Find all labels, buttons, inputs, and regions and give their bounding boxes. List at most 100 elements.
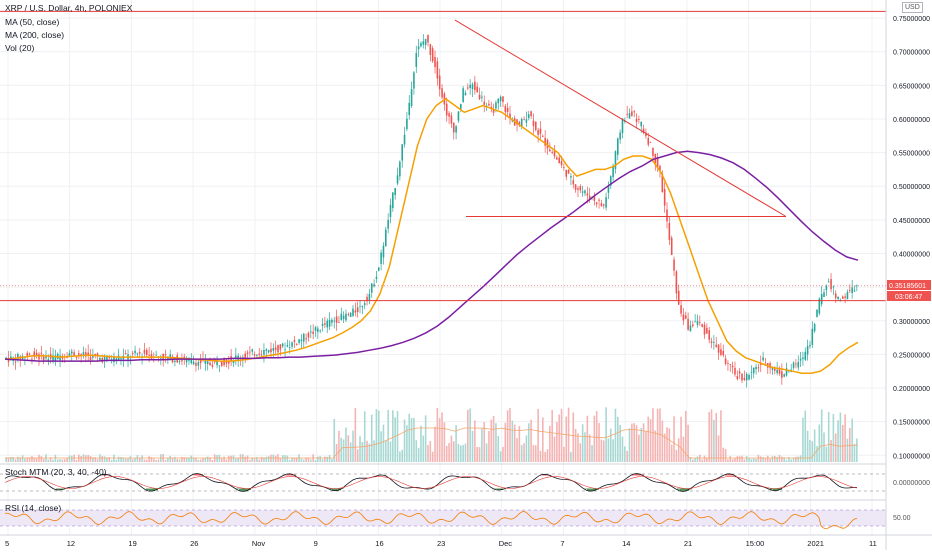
volume-bar <box>533 445 535 462</box>
volume-bar <box>554 437 556 462</box>
legend-ma50[interactable]: MA (50, close) <box>5 17 59 27</box>
volume-bar <box>303 460 305 462</box>
volume-bar <box>678 438 680 462</box>
stoch-oversold-fill <box>239 489 242 491</box>
candle-body <box>467 88 469 89</box>
candle-body <box>282 344 284 347</box>
volume-bar <box>622 437 624 462</box>
volume-bar <box>715 413 717 462</box>
volume-bar <box>322 459 324 462</box>
x-tick-label: 15:00 <box>746 539 765 548</box>
price-axis[interactable]: 0.750000000.700000000.650000000.60000000… <box>893 16 930 460</box>
volume-bar <box>364 411 366 462</box>
candle-body <box>706 328 708 334</box>
volume-bar <box>315 460 317 462</box>
volume-bar <box>165 460 167 462</box>
volume-bar <box>643 423 645 462</box>
volume-bar <box>411 418 413 462</box>
candle-body <box>830 279 832 289</box>
volume-bar <box>765 458 767 462</box>
volume-bar <box>490 420 492 462</box>
candle-body <box>312 332 314 334</box>
volume-bar <box>401 450 403 462</box>
candle-body <box>441 88 443 97</box>
candle-body <box>828 282 830 283</box>
candle-body <box>193 362 195 364</box>
volume-bar <box>526 435 528 462</box>
volume-bar <box>587 416 589 462</box>
volume-bar <box>772 456 774 462</box>
candle-body <box>605 197 607 207</box>
candle-body <box>322 324 324 326</box>
stoch-signal-line <box>5 477 857 489</box>
candle-body <box>556 158 558 160</box>
candle-body <box>76 357 78 358</box>
volume-bar <box>673 416 675 462</box>
candle-body <box>594 197 596 201</box>
candle-body <box>401 144 403 160</box>
volume-bar <box>430 441 432 462</box>
volume-bar <box>680 417 682 462</box>
y-tick-label: 0.65000000 <box>893 83 930 90</box>
candle-body <box>324 323 326 324</box>
candle-body <box>502 96 504 102</box>
candle-body <box>357 307 359 312</box>
volume-bar <box>819 425 821 462</box>
candle-body <box>802 357 804 358</box>
candle-body <box>554 151 556 156</box>
candle-body <box>500 97 502 101</box>
y-tick-label: 0.70000000 <box>893 50 930 57</box>
currency-badge[interactable]: USD <box>902 2 923 13</box>
candle-body <box>570 176 572 177</box>
volume-bar <box>591 445 593 462</box>
volume-bar <box>319 456 321 462</box>
volume-bar <box>734 458 736 462</box>
legend-ma200[interactable]: MA (200, close) <box>5 30 64 40</box>
candle-body <box>678 291 680 305</box>
volume-bar <box>826 447 828 462</box>
candle-body <box>507 108 509 112</box>
volume-bar <box>800 455 802 462</box>
candle-body <box>137 354 139 355</box>
volume-bar <box>453 441 455 462</box>
volume-bar <box>847 439 849 462</box>
candle-body <box>669 223 671 240</box>
candle-body <box>125 353 127 354</box>
volume-bar <box>580 443 582 462</box>
symbol-title[interactable]: XRP / U.S. Dollar, 4h, POLONIEX <box>5 3 132 13</box>
candle-body <box>833 287 835 288</box>
rsi-axis-label: 50.00 <box>893 515 911 522</box>
volume-bar <box>535 445 537 462</box>
volume-bar <box>582 424 584 462</box>
candle-body <box>451 115 453 123</box>
legend-volume[interactable]: Vol (20) <box>5 43 34 53</box>
volume-bar <box>488 431 490 462</box>
volume-bar <box>249 460 251 462</box>
volume-bar <box>605 407 607 462</box>
candle-body <box>638 119 640 120</box>
volume-bar <box>502 447 504 462</box>
legend-rsi[interactable]: RSI (14, close) <box>5 503 61 513</box>
volume-bar <box>212 460 214 462</box>
volume-bar <box>41 456 43 462</box>
volume-bar <box>814 429 816 462</box>
candle-body <box>212 365 214 367</box>
candle-body <box>619 133 621 140</box>
volume-bar <box>650 419 652 462</box>
volume-bar <box>52 460 54 462</box>
x-tick-label: 9 <box>314 539 318 548</box>
volume-bar <box>790 459 792 462</box>
candle-body <box>847 292 849 299</box>
volume-bar <box>615 409 617 462</box>
candle-body <box>258 354 260 355</box>
volume-bar <box>362 442 364 462</box>
volume-bar <box>237 458 239 462</box>
volume-bar <box>244 457 246 462</box>
legend-stoch[interactable]: Stoch MTM (20, 3, 40, -40) <box>5 467 107 477</box>
candle-body <box>383 246 385 258</box>
candle-body <box>673 259 675 270</box>
volume-bar <box>441 412 443 462</box>
candle-body <box>355 311 357 313</box>
